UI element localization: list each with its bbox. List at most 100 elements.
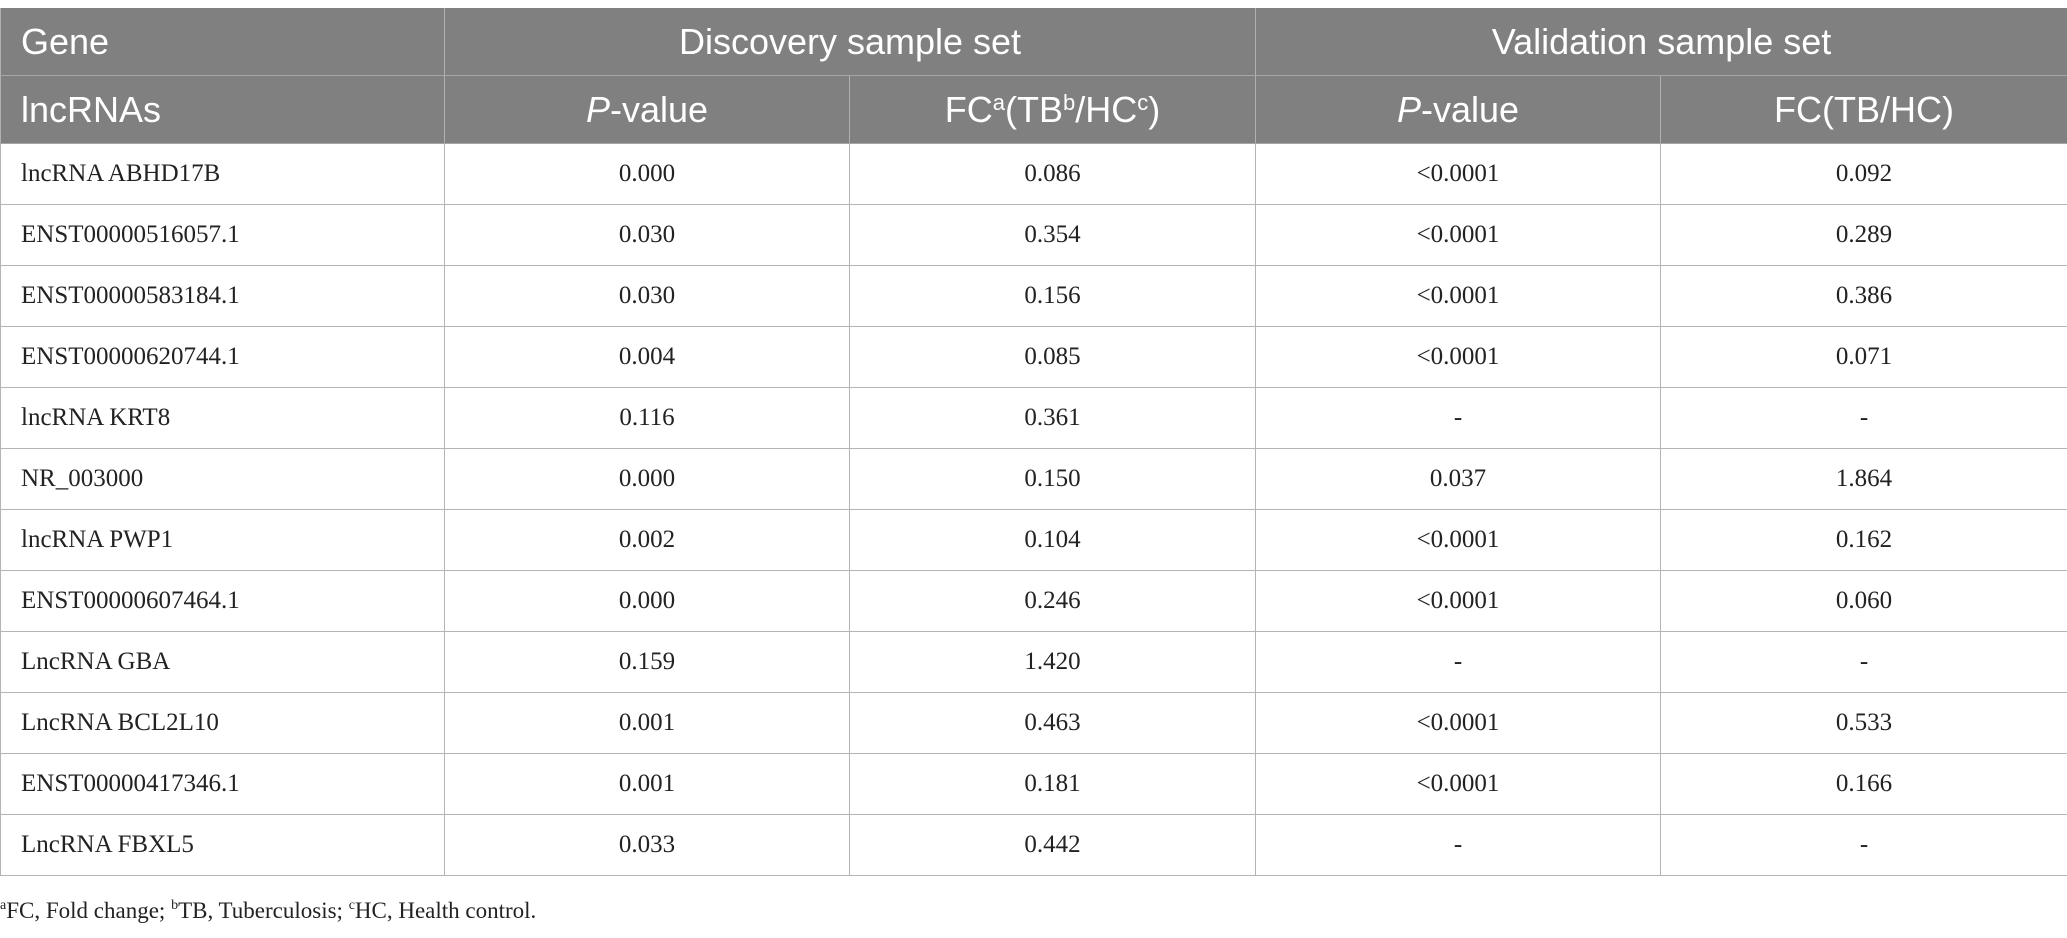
fc-hc: /HC — [1075, 88, 1138, 130]
footnote-fc: FC, Fold change; — [6, 898, 172, 923]
cell-validation-fc: 0.092 — [1660, 143, 2067, 205]
cell-validation-p: <0.0001 — [1255, 753, 1662, 815]
cell-discovery-fc: 0.463 — [848, 692, 1257, 754]
cell-validation-p: <0.0001 — [1255, 265, 1662, 327]
fc-end: ) — [1148, 88, 1161, 130]
cell-gene: LncRNA GBA — [0, 631, 445, 693]
table-row: ENST00000620744.1 0.004 0.085 <0.0001 0.… — [0, 326, 2067, 388]
cell-validation-fc: 0.289 — [1660, 204, 2067, 266]
table-container: Gene Discovery sample set Validation sam… — [0, 8, 2067, 876]
cell-discovery-fc: 1.420 — [848, 631, 1257, 693]
cell-validation-fc: 0.060 — [1660, 570, 2067, 632]
cell-discovery-p: 0.030 — [444, 265, 850, 327]
cell-gene: ENST00000620744.1 — [0, 326, 445, 388]
p-suffix: -value — [1420, 88, 1520, 130]
table-body: lncRNA ABHD17B 0.000 0.086 <0.0001 0.092… — [0, 143, 2067, 876]
cell-discovery-p: 0.001 — [444, 753, 850, 815]
table-row: ENST00000607464.1 0.000 0.246 <0.0001 0.… — [0, 570, 2067, 632]
table-row: ENST00000583184.1 0.030 0.156 <0.0001 0.… — [0, 265, 2067, 327]
table-row: ENST00000516057.1 0.030 0.354 <0.0001 0.… — [0, 204, 2067, 266]
footnote-tb: TB, Tuberculosis; — [178, 898, 349, 923]
cell-validation-fc: 0.166 — [1660, 753, 2067, 815]
cell-validation-p: <0.0001 — [1255, 509, 1662, 571]
cell-gene: lncRNA PWP1 — [0, 509, 445, 571]
cell-gene: LncRNA BCL2L10 — [0, 692, 445, 754]
fc-sup-b: b — [1063, 89, 1076, 115]
cell-gene: lncRNA ABHD17B — [0, 143, 445, 205]
cell-validation-p: 0.037 — [1255, 448, 1662, 510]
cell-validation-p: - — [1255, 814, 1662, 876]
table-row: LncRNA BCL2L10 0.001 0.463 <0.0001 0.533 — [0, 692, 2067, 754]
footnote-sup-b: b — [171, 898, 179, 913]
header-discovery-fc: FCa(TBb/HCc) — [848, 75, 1257, 144]
fc-prefix: FC — [944, 88, 993, 130]
cell-discovery-p: 0.033 — [444, 814, 850, 876]
cell-gene: LncRNA FBXL5 — [0, 814, 445, 876]
table-row: lncRNA PWP1 0.002 0.104 <0.0001 0.162 — [0, 509, 2067, 571]
cell-validation-fc: - — [1660, 814, 2067, 876]
cell-validation-p: <0.0001 — [1255, 692, 1662, 754]
header-discovery-p-value: P-value — [444, 75, 850, 144]
cell-validation-fc: 1.864 — [1660, 448, 2067, 510]
table-row: LncRNA GBA 0.159 1.420 - - — [0, 631, 2067, 693]
cell-discovery-fc: 0.086 — [848, 143, 1257, 205]
header-validation-sample-set: Validation sample set — [1255, 8, 2067, 76]
cell-gene: lncRNA KRT8 — [0, 387, 445, 449]
fc-sup-a: a — [992, 89, 1005, 115]
cell-discovery-p: 0.159 — [444, 631, 850, 693]
cell-discovery-fc: 0.442 — [848, 814, 1257, 876]
cell-validation-p: <0.0001 — [1255, 204, 1662, 266]
cell-validation-p: <0.0001 — [1255, 143, 1662, 205]
header-lncrnas: lncRNAs — [0, 75, 445, 144]
p-italic: P — [585, 88, 610, 130]
cell-discovery-p: 0.001 — [444, 692, 850, 754]
cell-validation-p: - — [1255, 631, 1662, 693]
footnote-sup-c: c — [348, 898, 355, 913]
footnote-hc: HC, Health control. — [354, 898, 537, 923]
cell-discovery-fc: 0.354 — [848, 204, 1257, 266]
cell-discovery-fc: 0.150 — [848, 448, 1257, 510]
table-row: NR_003000 0.000 0.150 0.037 1.864 — [0, 448, 2067, 510]
cell-discovery-fc: 0.104 — [848, 509, 1257, 571]
cell-discovery-p: 0.000 — [444, 448, 850, 510]
p-suffix: -value — [609, 88, 709, 130]
cell-validation-p: <0.0001 — [1255, 326, 1662, 388]
cell-gene: ENST00000583184.1 — [0, 265, 445, 327]
table-row: lncRNA ABHD17B 0.000 0.086 <0.0001 0.092 — [0, 143, 2067, 205]
cell-discovery-fc: 0.181 — [848, 753, 1257, 815]
p-italic: P — [1396, 88, 1421, 130]
cell-discovery-fc: 0.085 — [848, 326, 1257, 388]
footnote-sup-a: a — [0, 898, 7, 913]
cell-gene: ENST00000516057.1 — [0, 204, 445, 266]
header-validation-p-value: P-value — [1255, 75, 1662, 144]
cell-validation-fc: 0.533 — [1660, 692, 2067, 754]
cell-validation-fc: 0.162 — [1660, 509, 2067, 571]
cell-gene: NR_003000 — [0, 448, 445, 510]
cell-validation-fc: - — [1660, 631, 2067, 693]
table-footnote: aFC, Fold change; bTB, Tuberculosis; cHC… — [0, 898, 536, 924]
cell-discovery-p: 0.000 — [444, 143, 850, 205]
cell-discovery-fc: 0.246 — [848, 570, 1257, 632]
header-row-1: Gene Discovery sample set Validation sam… — [0, 8, 2067, 76]
cell-discovery-p: 0.030 — [444, 204, 850, 266]
cell-discovery-p: 0.004 — [444, 326, 850, 388]
cell-gene: ENST00000417346.1 — [0, 753, 445, 815]
cell-validation-p: <0.0001 — [1255, 570, 1662, 632]
cell-discovery-p: 0.002 — [444, 509, 850, 571]
cell-validation-fc: 0.386 — [1660, 265, 2067, 327]
cell-discovery-p: 0.116 — [444, 387, 850, 449]
fc-tb: (TB — [1005, 88, 1063, 130]
cell-validation-fc: - — [1660, 387, 2067, 449]
header-validation-fc: FC(TB/HC) — [1660, 75, 2067, 144]
cell-discovery-fc: 0.361 — [848, 387, 1257, 449]
cell-gene: ENST00000607464.1 — [0, 570, 445, 632]
fc-sup-c: c — [1137, 89, 1149, 115]
header-gene: Gene — [0, 8, 445, 76]
cell-discovery-fc: 0.156 — [848, 265, 1257, 327]
header-discovery-sample-set: Discovery sample set — [443, 8, 1257, 76]
cell-validation-fc: 0.071 — [1660, 326, 2067, 388]
cell-validation-p: - — [1255, 387, 1662, 449]
table-row: lncRNA KRT8 0.116 0.361 - - — [0, 387, 2067, 449]
lncrna-table: Gene Discovery sample set Validation sam… — [0, 8, 2067, 876]
cell-discovery-p: 0.000 — [444, 570, 850, 632]
